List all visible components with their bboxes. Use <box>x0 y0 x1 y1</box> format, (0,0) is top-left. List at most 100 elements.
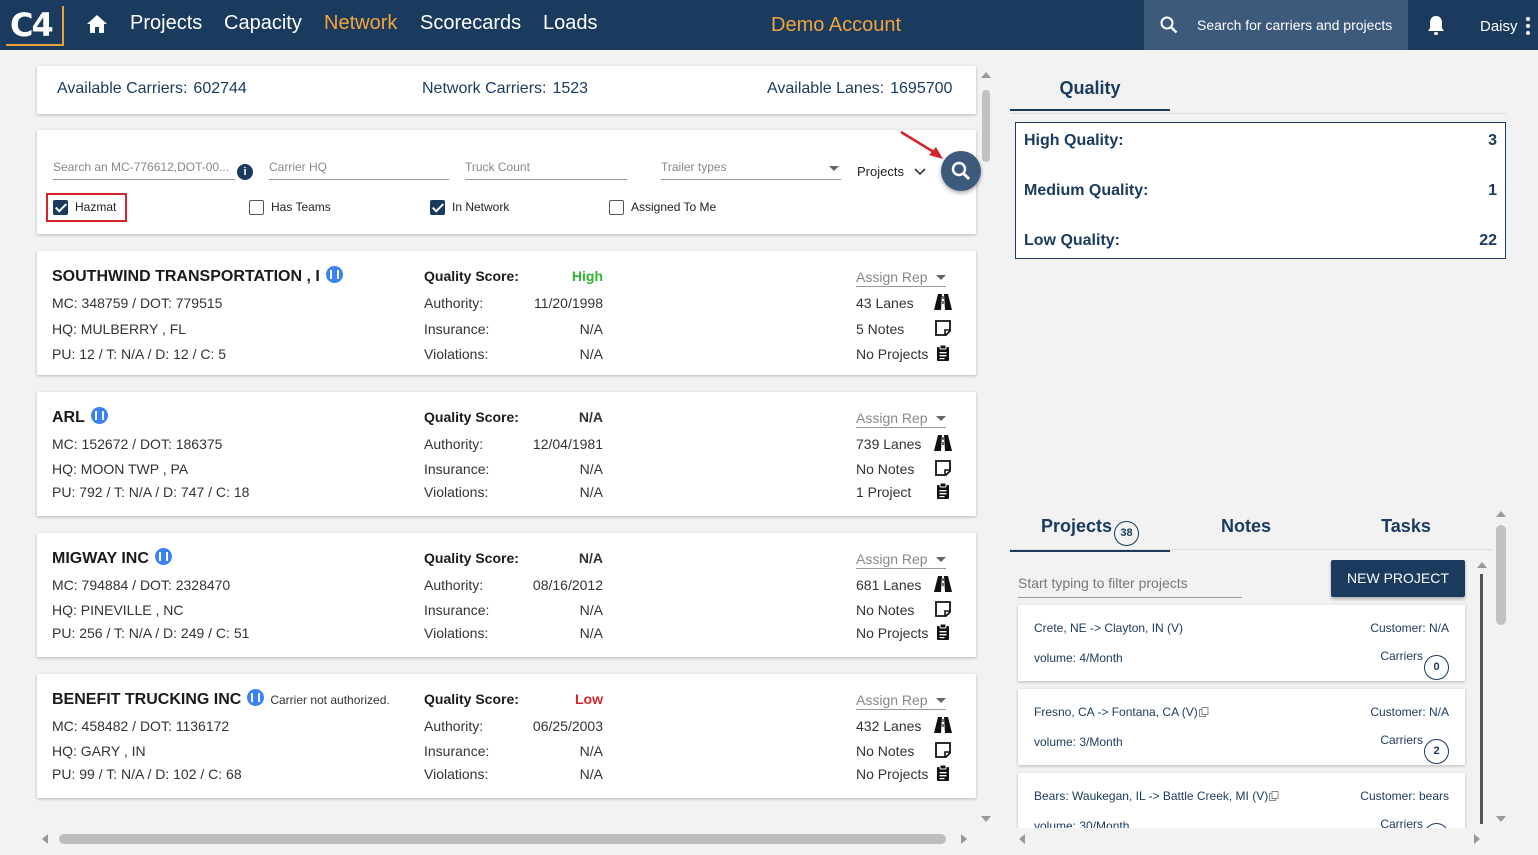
global-search[interactable]: Search for carriers and projects <box>1144 0 1408 50</box>
carrier-count-badge[interactable]: 38 <box>1424 823 1449 828</box>
main-horizontal-scrollbar[interactable] <box>37 830 976 848</box>
truck-count-input[interactable]: Truck Count <box>465 158 627 180</box>
project-card[interactable]: Fresno, CA -> Fontana, CA (V) Customer: N… <box>1018 689 1465 765</box>
in-network-checkbox[interactable]: In Network <box>430 200 509 216</box>
assigned-to-me-checkbox[interactable]: Assigned To Me <box>609 200 716 216</box>
right-panel-scrollbar[interactable] <box>1493 505 1509 828</box>
clipboard-icon <box>937 483 949 499</box>
project-filter-input[interactable]: Start typing to filter projects <box>1018 574 1242 598</box>
project-volume: volume: 30/Month <box>1034 819 1130 828</box>
nav-loads[interactable]: Loads <box>543 12 598 34</box>
right-horizontal-scrollbar[interactable] <box>1014 830 1492 848</box>
network-badge-icon <box>154 548 172 565</box>
main-vertical-scrollbar[interactable] <box>978 66 994 828</box>
carrier-pu: PU: 792 / T: N/A / D: 747 / C: 18 <box>52 484 250 500</box>
carrier-name[interactable]: BENEFIT TRUCKING INC Carrier not authoriz… <box>52 689 390 708</box>
project-volume: volume: 3/Month <box>1034 735 1123 749</box>
lanes-link[interactable]: 739 Lanes <box>856 436 922 452</box>
mc-dot-search-input[interactable]: Search an MC-776612,DOT-00... <box>53 158 235 180</box>
notes-link[interactable]: 5 Notes <box>856 321 905 337</box>
hazmat-highlight-annotation <box>46 193 127 222</box>
project-card[interactable]: Bears: Waukegan, IL -> Battle Creek, MI … <box>1018 773 1465 828</box>
assign-rep-select[interactable]: Assign Rep <box>856 269 946 287</box>
carrier-card[interactable]: BENEFIT TRUCKING INC Carrier not authoriz… <box>37 674 976 798</box>
has-teams-checkbox[interactable]: Has Teams <box>249 200 331 216</box>
more-menu-icon[interactable] <box>1526 17 1530 35</box>
notes-link[interactable]: No Notes <box>856 461 915 477</box>
clipboard-icon <box>937 345 949 361</box>
authority-value: 06/25/2003 <box>532 718 603 734</box>
carrier-hq: HQ: PINEVILLE , NC <box>52 602 184 618</box>
nav-projects[interactable]: Projects <box>130 12 203 34</box>
assign-rep-select[interactable]: Assign Rep <box>856 692 946 710</box>
project-list-scrollbar[interactable] <box>1474 556 1490 828</box>
low-quality-row[interactable]: Low Quality: 22 <box>1024 232 1497 249</box>
project-card[interactable]: Crete, NE -> Clayton, IN (V) Customer: N/… <box>1018 605 1465 681</box>
quality-summary: High Quality: 3 Medium Quality: 1 Low Qual… <box>1015 122 1506 259</box>
tab-tasks[interactable]: Tasks <box>1381 516 1431 536</box>
authority-label: Authority: <box>424 577 484 593</box>
trailer-types-select[interactable]: Trailer types <box>661 158 841 180</box>
assign-rep-select[interactable]: Assign Rep <box>856 551 946 569</box>
insurance-label: Insurance: <box>424 321 490 337</box>
medium-quality-row[interactable]: Medium Quality: 1 <box>1024 182 1497 199</box>
tab-quality[interactable]: Quality <box>1010 78 1170 111</box>
carrier-hq-input[interactable]: Carrier HQ <box>269 158 449 180</box>
carrier-mc-dot: MC: 348759 / DOT: 779515 <box>52 295 223 311</box>
carrier-count-badge[interactable]: 0 <box>1424 655 1449 680</box>
hazmat-checkbox[interactable]: Hazmat <box>53 200 116 216</box>
new-project-button[interactable]: NEW PROJECT <box>1331 560 1465 597</box>
violations-value: N/A <box>579 484 603 500</box>
road-icon <box>934 717 952 733</box>
bell-icon[interactable] <box>1426 14 1446 36</box>
nav-scorecards[interactable]: Scorecards <box>420 12 522 34</box>
authority-label: Authority: <box>424 295 484 311</box>
projects-link[interactable]: No Projects <box>856 346 929 362</box>
home-icon[interactable] <box>86 14 108 34</box>
notes-link[interactable]: No Notes <box>856 602 915 618</box>
carrier-name[interactable]: SOUTHWIND TRANSPORTATION , I <box>52 266 343 286</box>
carrier-card[interactable]: SOUTHWIND TRANSPORTATION , I MC: 348759 /… <box>37 251 976 375</box>
projects-link[interactable]: No Projects <box>856 766 929 782</box>
lanes-link[interactable]: 432 Lanes <box>856 718 922 734</box>
nav-network[interactable]: Network <box>324 12 398 34</box>
insurance-value: N/A <box>579 321 603 337</box>
insurance-label: Insurance: <box>424 602 490 618</box>
lanes-icon-wrap <box>37 717 976 733</box>
insurance-label: Insurance: <box>424 461 490 477</box>
carrier-name[interactable]: MIGWAY INC <box>52 548 172 568</box>
carrier-count-badge[interactable]: 2 <box>1424 739 1449 764</box>
carrier-card[interactable]: ARL MC: 152672 / DOT: 186375 HQ: MOON TWP … <box>37 392 976 516</box>
projects-icon-wrap <box>37 345 976 361</box>
search-icon <box>951 161 970 180</box>
high-quality-row[interactable]: High Quality: 3 <box>1024 132 1497 149</box>
projects-tabs: Projects 38 Notes Tasks <box>1010 512 1492 552</box>
lanes-link[interactable]: 43 Lanes <box>856 295 914 311</box>
tab-notes[interactable]: Notes <box>1220 516 1271 536</box>
projects-dropdown[interactable]: Projects <box>857 164 926 179</box>
notes-link[interactable]: No Notes <box>856 743 915 759</box>
project-route: Fresno, CA -> Fontana, CA (V) <box>1034 705 1209 719</box>
projects-link[interactable]: No Projects <box>856 625 929 641</box>
logo-text: C4 <box>10 6 54 44</box>
copy-icon[interactable] <box>1269 791 1279 801</box>
projects-link[interactable]: 1 Project <box>856 484 912 500</box>
authorization-warning: Carrier not authorized. <box>270 693 390 707</box>
quality-score-value: Low <box>575 691 603 707</box>
stats-bar: Available Carriers: 602744 Network Carrie… <box>37 66 976 114</box>
lanes-link[interactable]: 681 Lanes <box>856 577 922 593</box>
tab-projects[interactable]: Projects 38 <box>1010 516 1170 552</box>
copy-icon[interactable] <box>1198 707 1209 717</box>
c4-logo[interactable]: C4 <box>6 6 64 46</box>
nav-capacity[interactable]: Capacity <box>224 12 302 34</box>
note-icon <box>935 601 951 617</box>
search-button[interactable] <box>941 151 981 191</box>
quality-score-label: Quality Score: <box>424 550 519 566</box>
info-icon[interactable]: i <box>237 164 253 180</box>
note-icon <box>935 320 951 336</box>
assign-rep-select[interactable]: Assign Rep <box>856 410 946 428</box>
quality-score-label: Quality Score: <box>424 691 519 707</box>
carrier-name[interactable]: ARL <box>52 407 108 427</box>
carrier-card[interactable]: MIGWAY INC MC: 794884 / DOT: 2328470 HQ: P… <box>37 533 976 657</box>
user-name[interactable]: Daisy <box>1480 18 1518 35</box>
